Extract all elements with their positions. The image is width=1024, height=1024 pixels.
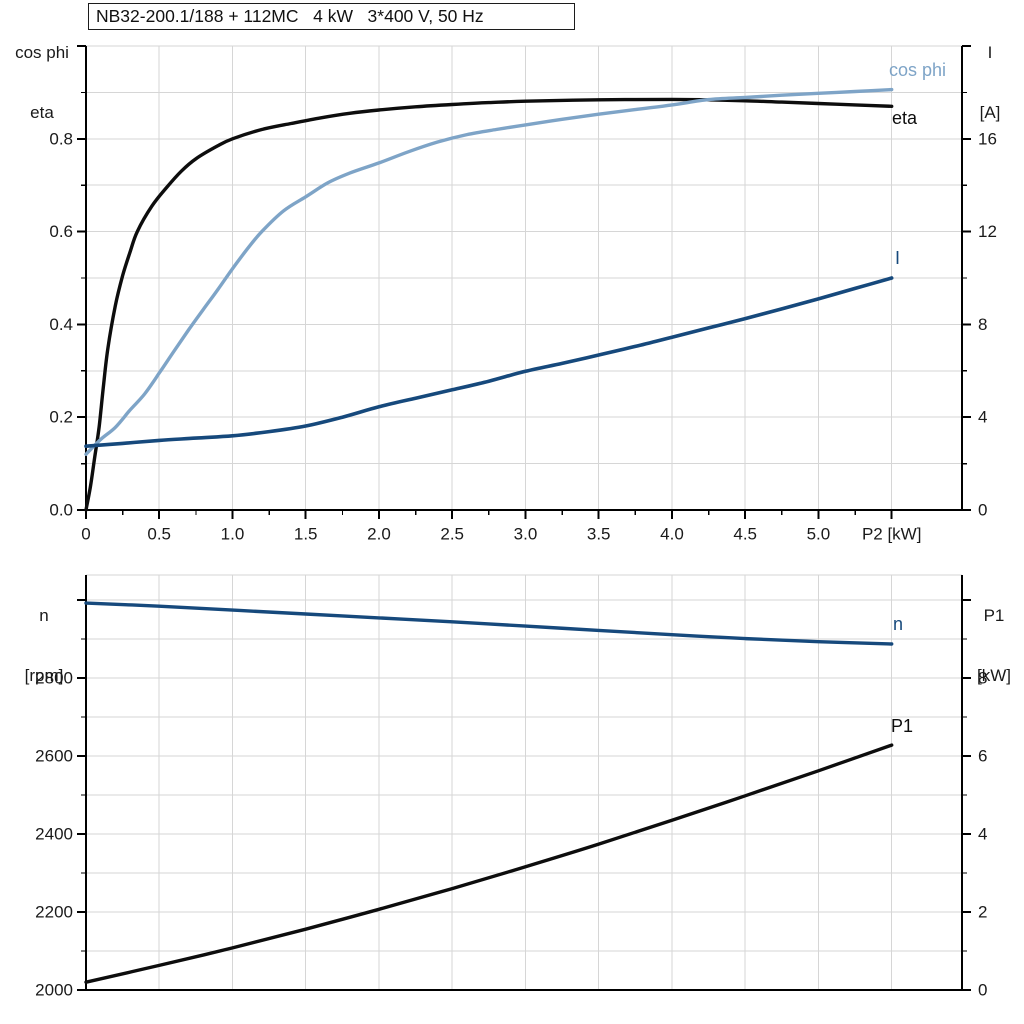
x-tick-label: 5.0 xyxy=(807,525,831,544)
top-chart-right-axis-title: I [A] xyxy=(962,3,1018,163)
x-tick-label: 3.5 xyxy=(587,525,611,544)
y-right-tick-label: 2 xyxy=(978,903,987,922)
tick-marks xyxy=(77,599,971,991)
bottom-chart-left-axis-title: n [rpm] xyxy=(8,566,80,726)
n-curve xyxy=(84,601,894,646)
i-curve-label: I xyxy=(895,248,900,268)
y-right-tick-label: 0 xyxy=(978,501,987,520)
y-left-tick-label: 0.4 xyxy=(49,315,73,334)
x-tick-label: 1.0 xyxy=(221,525,245,544)
y-left-tick-label: 0.6 xyxy=(49,222,73,241)
x-tick-label: 0.5 xyxy=(147,525,171,544)
x-tick-label: 3.0 xyxy=(514,525,538,544)
y-left-tick-label: 0.2 xyxy=(49,408,73,427)
y-right-tick-label: 8 xyxy=(978,315,987,334)
gridlines xyxy=(86,574,962,990)
axis-title-current: I xyxy=(987,43,993,62)
tick-labels: 0.0 0.2 0.4 0.6 0.8 0 4 8 12 16 0 0.5 1.0 1.5 2.0 2.5 3.… xyxy=(49,129,997,543)
y-left-tick-label: 2400 xyxy=(35,825,73,844)
tick-labels: 2000 2200 2400 2600 2800 0 2 4 6 8 xyxy=(35,669,987,1000)
gridlines xyxy=(86,45,962,510)
x-tick-label: 2.0 xyxy=(367,525,391,544)
axis-title-p1-unit: [kW] xyxy=(977,666,1011,685)
axis-title-cos-phi: cos phi xyxy=(15,43,69,62)
x-tick-label: 4.0 xyxy=(660,525,684,544)
y-right-tick-label: 4 xyxy=(978,825,987,844)
n-curve-label: n xyxy=(893,614,903,634)
y-left-tick-label: 0.0 xyxy=(49,501,73,520)
axis-title-current-unit: [A] xyxy=(979,103,1001,122)
p1-curve xyxy=(84,743,894,984)
speed-power-vs-p2-chart: 2000 2200 2400 2600 2800 0 2 4 6 8 n P1 xyxy=(35,574,987,1000)
y-right-tick-label: 12 xyxy=(978,222,997,241)
eta-curve-label: eta xyxy=(892,108,918,128)
axis-title-eta: eta xyxy=(30,103,54,122)
cos-phi-curve xyxy=(84,87,894,456)
y-left-tick-label: 0.8 xyxy=(49,129,73,148)
x-tick-label: 0 xyxy=(81,525,90,544)
axis-title-speed: n xyxy=(39,606,49,625)
y-right-tick-label: 8 xyxy=(978,669,987,688)
y-right-tick-label: 4 xyxy=(978,408,987,427)
y-left-tick-label: 2600 xyxy=(35,747,73,766)
x-tick-label: 1.5 xyxy=(294,525,318,544)
y-left-tick-label: 2000 xyxy=(35,981,73,1000)
p1-curve-label: P1 xyxy=(891,716,913,736)
tick-marks xyxy=(77,45,971,519)
y-right-tick-label: 6 xyxy=(978,747,987,766)
chart-title: NB32-200.1/188 + 112MC 4 kW 3*400 V, 50 … xyxy=(96,6,484,26)
title-box: NB32-200.1/188 + 112MC 4 kW 3*400 V, 50 … xyxy=(88,3,575,30)
cos-phi-curve-label: cos phi xyxy=(889,60,946,80)
axis-title-p1: P1 xyxy=(983,606,1005,625)
top-chart-left-axis-title: cos phi eta xyxy=(4,3,80,163)
x-axis-label: P2 [kW] xyxy=(862,525,922,544)
axis-title-speed-unit: [rpm] xyxy=(24,666,64,685)
y-right-tick-label: 0 xyxy=(978,981,987,1000)
i-curve xyxy=(84,276,894,448)
y-left-tick-label: 2200 xyxy=(35,903,73,922)
x-tick-label: 2.5 xyxy=(440,525,464,544)
y-left-tick-label: 2800 xyxy=(35,669,73,688)
bottom-chart-right-axis-title: P1 [kW] xyxy=(964,566,1024,726)
y-right-tick-label: 16 xyxy=(978,129,997,148)
x-tick-label: 4.5 xyxy=(733,525,757,544)
motor-curves-vs-p2-chart: 0.0 0.2 0.4 0.6 0.8 0 4 8 12 16 0 0.5 1.0 1.5 2.0 2.5 3.… xyxy=(49,45,997,544)
axes xyxy=(85,575,963,991)
